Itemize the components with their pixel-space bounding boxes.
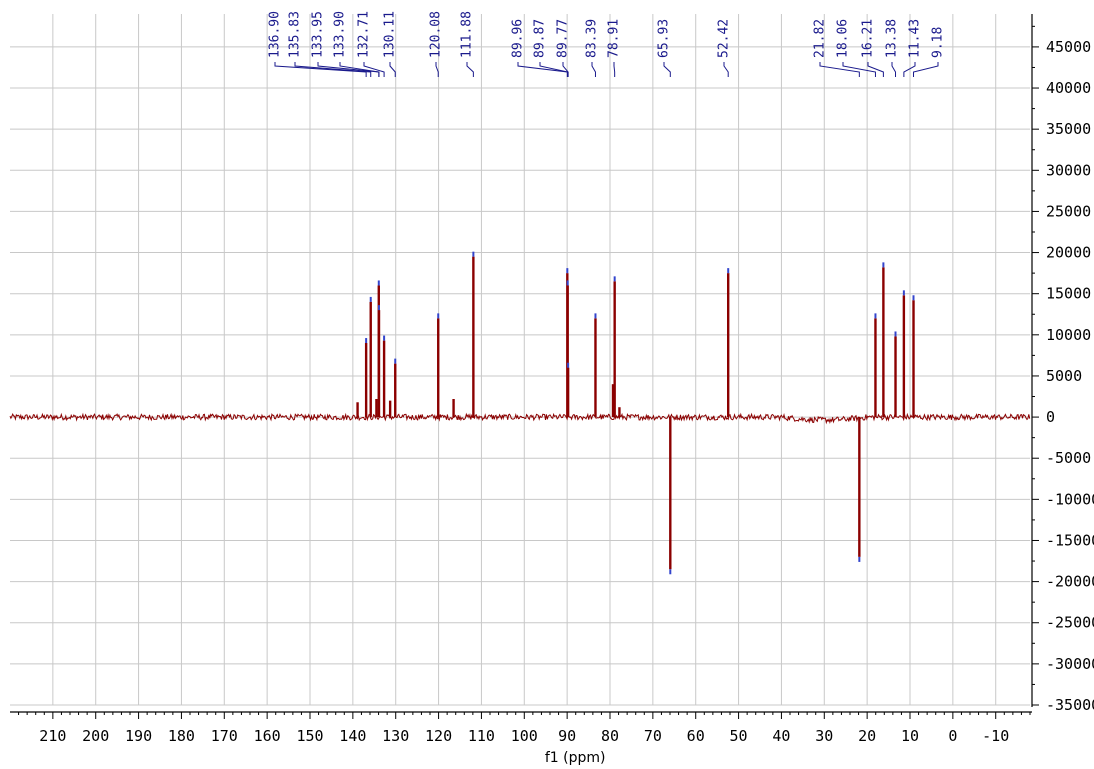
x-axis-title: f1 (ppm): [545, 750, 606, 766]
y-tick-label: -5000: [1046, 449, 1091, 467]
peak-connector: [842, 62, 876, 77]
x-tick-label: 80: [601, 727, 619, 745]
peak-connector: [723, 62, 729, 77]
y-tick-label: -15000: [1046, 531, 1094, 549]
x-tick-label: 50: [730, 727, 748, 745]
peak-connector: [339, 62, 380, 77]
peak-connector: [517, 62, 568, 77]
x-tick-label: 30: [815, 727, 833, 745]
y-tick-label: 5000: [1046, 367, 1082, 385]
y-tick-label: -30000: [1046, 655, 1094, 673]
x-tick-label: 150: [296, 727, 323, 745]
peak-labels: 136.90 135.83 133.95 133.90 132.71 130.11 120.…: [268, 11, 946, 77]
peak-connector: [466, 62, 474, 77]
peak-label: 78.91: [607, 19, 622, 58]
peak-connector: [435, 62, 439, 77]
peak-connector: [903, 62, 916, 77]
peak-connector: [891, 62, 897, 77]
peak-connector: [389, 62, 396, 77]
peak-connector: [591, 62, 596, 77]
y-tick-label: 15000: [1046, 285, 1091, 303]
y-tick-label: 0: [1046, 408, 1055, 426]
x-tick-label: 0: [948, 727, 957, 745]
y-tick-label: 45000: [1046, 38, 1091, 56]
x-tick-label: 40: [772, 727, 790, 745]
peak-label: 13.38: [885, 19, 900, 58]
x-tick-label: 190: [125, 727, 152, 745]
peak-label: 133.95: [311, 11, 326, 58]
y-tick-label: 25000: [1046, 202, 1091, 220]
y-tick-label: 35000: [1046, 120, 1091, 138]
y-tick-label: -10000: [1046, 490, 1094, 508]
peak-label: 11.43: [908, 19, 923, 58]
peak-label: 89.77: [556, 19, 571, 58]
y-axis: 45000 40000 35000 30000 25000 20000 15000 10000…: [1031, 14, 1094, 714]
x-tick-label: -10: [982, 727, 1009, 745]
peak-label: 52.42: [717, 19, 732, 58]
peak-label: 9.18: [931, 27, 946, 58]
x-tick-label: 170: [211, 727, 238, 745]
y-gridlines: [10, 46, 1030, 706]
x-tick-label: 100: [511, 727, 538, 745]
peak-label: 130.11: [383, 11, 398, 58]
x-gridlines: [52, 14, 997, 705]
peak-label: 16.21: [861, 19, 876, 58]
peak-label: 65.93: [657, 19, 672, 58]
peak-connector: [819, 62, 860, 77]
peak-connector: [913, 62, 939, 77]
y-tick-label: 40000: [1046, 79, 1091, 97]
y-tick-label: 30000: [1046, 161, 1091, 179]
x-tick-label: 90: [558, 727, 576, 745]
peak-label: 83.39: [585, 19, 600, 58]
x-tick-label: 200: [82, 727, 109, 745]
x-tick-label: 70: [644, 727, 662, 745]
peak-label: 136.90: [268, 11, 283, 58]
peak-connector: [363, 62, 385, 77]
peak-label: 18.06: [836, 19, 851, 58]
x-tick-label: 130: [382, 727, 409, 745]
x-tick-label: 160: [254, 727, 281, 745]
x-tick-label: 140: [339, 727, 366, 745]
peak-connector: [663, 62, 671, 77]
x-tick-label: 60: [687, 727, 705, 745]
peak-label: 120.08: [429, 11, 444, 58]
peak-label: 133.90: [333, 11, 348, 58]
y-tick-label: -35000: [1046, 696, 1094, 714]
x-tick-label: 110: [468, 727, 495, 745]
y-tick-label: 20000: [1046, 244, 1091, 262]
peak-connector: [867, 62, 884, 77]
peak-label: 89.87: [533, 19, 548, 58]
peak-connector: [294, 62, 372, 77]
peak-label: 89.96: [511, 19, 526, 58]
peak-connector: [274, 62, 367, 77]
peak-label: 111.88: [460, 11, 475, 58]
peak-label: 132.71: [357, 11, 372, 58]
spectrum-trace: [9, 251, 1031, 575]
x-tick-label: 120: [425, 727, 452, 745]
peak-connector: [562, 62, 569, 77]
peak-connector: [613, 62, 616, 77]
x-tick-label: 180: [168, 727, 195, 745]
y-tick-label: 10000: [1046, 326, 1091, 344]
y-tick-label: -20000: [1046, 573, 1094, 591]
x-tick-label: 20: [858, 727, 876, 745]
x-tick-label: 10: [901, 727, 919, 745]
baseline-trace: [9, 412, 1031, 425]
y-tick-label: -25000: [1046, 614, 1094, 632]
x-tick-label: 210: [39, 727, 66, 745]
peak-label: 135.83: [288, 11, 303, 58]
x-axis: 210 200 190 180 170 160 150 140 130 120 110 100 90 80…: [10, 711, 1032, 745]
peak-label: 21.82: [813, 19, 828, 58]
